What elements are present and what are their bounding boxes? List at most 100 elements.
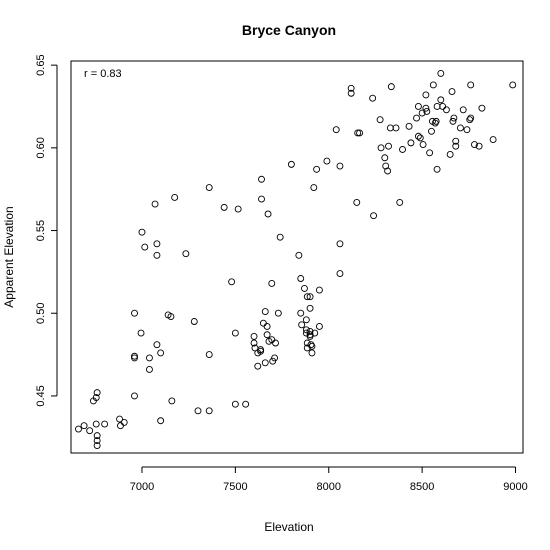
data-point (308, 349, 316, 357)
data-point (428, 127, 435, 135)
data-point (157, 417, 165, 425)
data-point (259, 319, 267, 327)
y-axis: 0.45 0.50 0.55 0.60 0.65 (35, 54, 58, 407)
data-point (385, 142, 392, 150)
data-point (456, 124, 464, 132)
data-point (433, 165, 441, 173)
data-point (75, 425, 82, 433)
data-point (376, 116, 384, 124)
data-point (399, 146, 406, 153)
data-point (258, 175, 265, 183)
data-point (377, 144, 385, 152)
data-point (414, 103, 422, 110)
data-point (414, 132, 422, 140)
data-point (478, 104, 486, 112)
data-point (475, 142, 483, 150)
data-point (392, 124, 400, 132)
data-point (433, 103, 441, 110)
data-point (431, 119, 439, 127)
data-point (302, 326, 310, 334)
data-point (145, 354, 153, 362)
x-tick-label: 9000 (503, 481, 527, 493)
data-point (168, 397, 176, 405)
data-point (313, 165, 321, 173)
x-tick-label: 7000 (130, 481, 154, 493)
data-point (306, 332, 314, 340)
data-point (302, 316, 310, 324)
data-point (446, 151, 454, 158)
data-point (449, 117, 457, 125)
data-point (311, 329, 319, 337)
data-point (442, 106, 450, 114)
data-point (336, 162, 344, 170)
data-point (315, 323, 323, 330)
data-point (250, 339, 258, 347)
data-point (306, 293, 314, 301)
data-point (93, 432, 101, 440)
data-points (75, 69, 517, 450)
data-point (205, 407, 213, 415)
data-point (153, 341, 161, 349)
data-point (315, 286, 323, 294)
data-point (228, 278, 236, 286)
data-point (306, 327, 314, 335)
data-point (194, 407, 202, 415)
data-point (306, 304, 314, 312)
data-point (138, 228, 146, 236)
data-point (264, 210, 272, 218)
data-point (287, 160, 295, 168)
data-point (332, 126, 340, 134)
data-point (86, 427, 94, 435)
data-point (93, 437, 101, 445)
data-point (459, 106, 467, 114)
data-point (234, 205, 242, 213)
data-point (423, 107, 431, 115)
data-point (145, 366, 153, 373)
data-point (369, 94, 377, 102)
data-point (422, 104, 430, 112)
data-point (153, 240, 161, 248)
data-point (450, 114, 458, 122)
data-point (101, 420, 109, 428)
data-point (297, 309, 305, 317)
data-point (261, 308, 269, 316)
data-point (452, 142, 460, 150)
data-point (422, 91, 430, 99)
data-point (323, 157, 331, 165)
data-point (297, 275, 305, 282)
data-point (437, 96, 445, 104)
x-tick-label: 7500 (223, 481, 247, 493)
x-tick-label: 8500 (410, 481, 434, 493)
data-point (489, 136, 497, 144)
x-axis: 7000 7500 8000 8500 9000 (130, 466, 528, 493)
data-point (167, 313, 175, 320)
data-point (171, 194, 179, 201)
data-point (347, 89, 355, 97)
data-point (131, 392, 138, 400)
data-point (271, 354, 279, 362)
data-point (470, 141, 478, 148)
x-axis-label: Elevation (264, 520, 313, 534)
data-point (205, 184, 213, 191)
data-point (295, 251, 303, 259)
data-point (157, 349, 165, 357)
data-point (418, 109, 426, 117)
data-point (261, 359, 269, 367)
correlation-annotation: r = 0.83 (84, 68, 122, 80)
data-point (381, 154, 389, 162)
data-point (151, 200, 159, 208)
data-point (308, 342, 316, 350)
data-point (268, 280, 276, 287)
data-point (336, 240, 344, 248)
data-point (353, 198, 361, 206)
y-tick-label: 0.65 (35, 54, 47, 75)
data-point (272, 339, 279, 347)
data-point (432, 117, 440, 125)
y-tick-label: 0.45 (35, 385, 47, 406)
data-point (120, 418, 128, 426)
data-point (303, 293, 311, 301)
data-point (182, 250, 190, 258)
data-point (263, 323, 271, 330)
data-point (463, 126, 471, 134)
